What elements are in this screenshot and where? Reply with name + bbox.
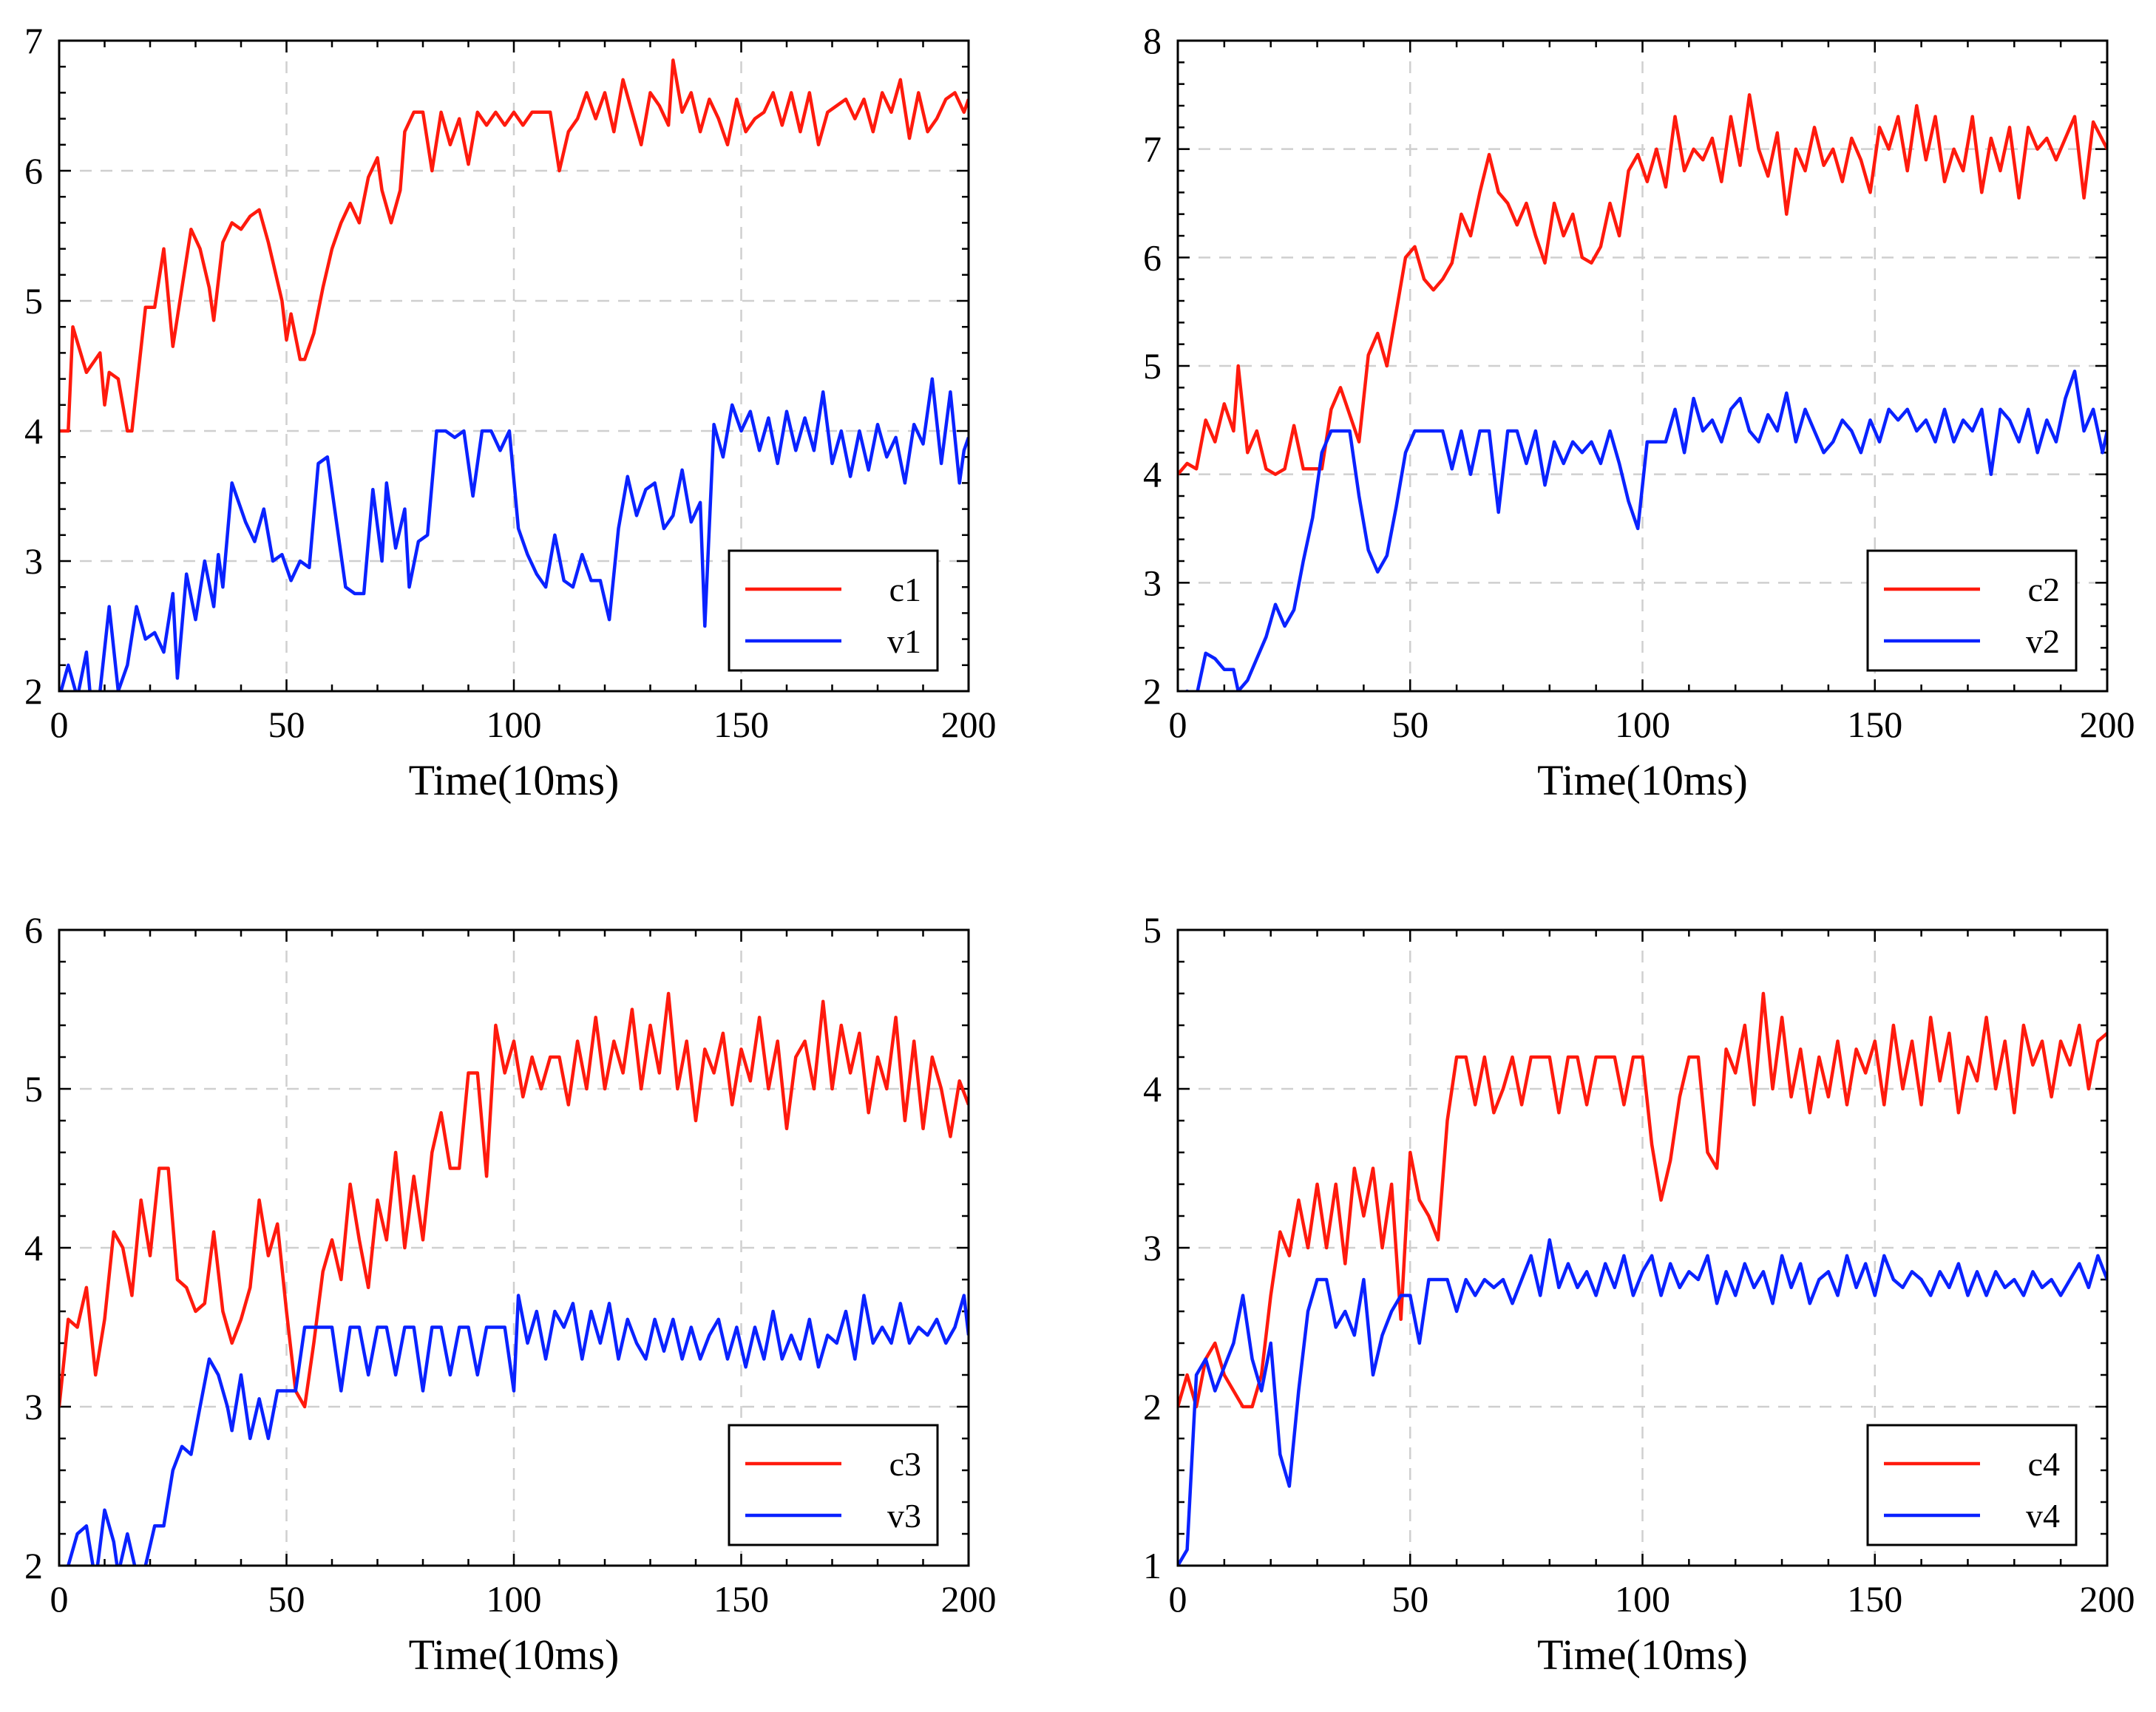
plot-frame: [58, 39, 970, 693]
y-tick-label-7: 7: [1143, 129, 1162, 170]
x-axis-label: Time(10ms): [1537, 756, 1748, 804]
y-tick-label-6: 6: [24, 909, 43, 951]
series-line-v1: [59, 377, 969, 691]
y-tick-label-3: 3: [1143, 562, 1162, 603]
legend-label-c4: c4: [2028, 1445, 2060, 1483]
y-tick-label-2: 2: [1143, 1386, 1162, 1427]
x-tick-label-200: 200: [941, 704, 997, 745]
legend-label-v3: v3: [887, 1497, 921, 1535]
series-line-v4: [1178, 1238, 2107, 1566]
x-tick-label-50: 50: [1391, 1578, 1428, 1620]
x-axis-label: Time(10ms): [1537, 1631, 1748, 1679]
legend-box: [728, 1424, 939, 1546]
y-tick-label-5: 5: [24, 280, 43, 322]
grid-lines: [1178, 930, 2107, 1566]
y-tick-label-2: 2: [24, 1545, 43, 1586]
y-tick-label-4: 4: [24, 410, 43, 452]
series-line-v3: [65, 1294, 969, 1566]
plot-frame: [58, 928, 970, 1567]
legend-label-c2: c2: [2028, 571, 2060, 608]
x-tick-label-150: 150: [1847, 704, 1902, 745]
legend-label-v4: v4: [2026, 1497, 2060, 1535]
y-tick-label-2: 2: [24, 670, 43, 712]
x-tick-label-150: 150: [713, 1578, 769, 1620]
x-tick-label-200: 200: [2080, 1578, 2135, 1620]
legend-box: [728, 549, 939, 672]
y-tick-label-5: 5: [1143, 345, 1162, 387]
x-tick-label-50: 50: [268, 704, 305, 745]
legend-label-v1: v1: [887, 622, 921, 660]
y-tick-label-7: 7: [24, 20, 43, 61]
x-tick-label-100: 100: [487, 1578, 542, 1620]
y-tick-label-5: 5: [1143, 909, 1162, 951]
x-tick-label-200: 200: [2080, 704, 2135, 745]
chart-panel-1: 0 50 100 150 200 2 3 4 5 6 7 Time(10ms) c1 v1: [0, 0, 1078, 856]
legend-box: [1866, 549, 2078, 672]
legend-box: [1866, 1424, 2078, 1546]
legend-label-c3: c3: [889, 1445, 921, 1483]
y-tick-label-4: 4: [24, 1227, 43, 1268]
y-tick-label-4: 4: [1143, 1068, 1162, 1110]
chart-panel-2: 0 50 100 150 200 2 3 4 5 6 7 8 Time(10ms) c2 v2: [1119, 0, 2154, 856]
y-tick-label-3: 3: [24, 1386, 43, 1427]
legend-label-c1: c1: [889, 571, 921, 608]
x-tick-label-100: 100: [487, 704, 542, 745]
plot-frame: [1176, 39, 2109, 693]
x-tick-label-200: 200: [941, 1578, 997, 1620]
series-line-v2: [1184, 370, 2107, 691]
x-tick-label-100: 100: [1615, 1578, 1670, 1620]
y-tick-label-1: 1: [1143, 1545, 1162, 1586]
x-tick-label-0: 0: [1169, 704, 1187, 745]
y-tick-label-3: 3: [24, 540, 43, 582]
y-tick-label-8: 8: [1143, 20, 1162, 61]
x-tick-label-50: 50: [1391, 704, 1428, 745]
plot-frame: [1176, 928, 2109, 1567]
y-tick-label-6: 6: [1143, 237, 1162, 278]
series-line-c3: [59, 991, 969, 1409]
y-tick-label-2: 2: [1143, 670, 1162, 712]
x-axis-label: Time(10ms): [409, 756, 620, 804]
chart-panel-3: 0 50 100 150 200 2 3 4 5 6 Time(10ms) c3 v3: [0, 889, 1078, 1712]
y-tick-label-3: 3: [1143, 1227, 1162, 1268]
y-tick-label-4: 4: [1143, 454, 1162, 495]
x-tick-label-0: 0: [50, 1578, 69, 1620]
x-tick-label-0: 0: [50, 704, 69, 745]
x-tick-label-100: 100: [1615, 704, 1670, 745]
x-tick-label-0: 0: [1169, 1578, 1187, 1620]
series-line-c2: [1178, 93, 2107, 476]
y-tick-label-6: 6: [24, 150, 43, 191]
x-tick-label-150: 150: [713, 704, 769, 745]
x-tick-label-50: 50: [268, 1578, 305, 1620]
y-tick-label-5: 5: [24, 1068, 43, 1110]
chart-panel-4: 0 50 100 150 200 1 2 3 4 5 Time(10ms) c4 v4: [1119, 889, 2154, 1712]
series-line-c1: [59, 58, 969, 433]
x-tick-label-150: 150: [1847, 1578, 1902, 1620]
x-axis-label: Time(10ms): [409, 1631, 620, 1679]
series-line-c4: [1178, 991, 2107, 1409]
legend-label-v2: v2: [2026, 622, 2060, 660]
